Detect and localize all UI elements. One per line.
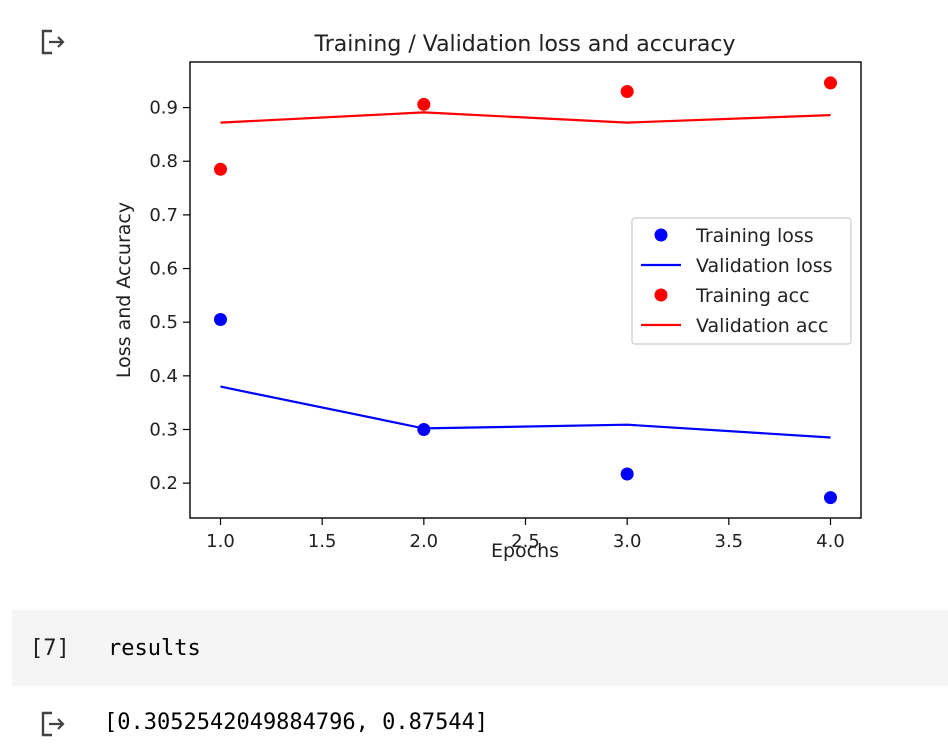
x-tick-label: 2.5 [511,531,540,552]
series-line-validation-loss [220,385,831,439]
point-training-loss-3 [620,467,634,481]
legend-label-training-loss: Training loss [695,225,814,247]
execution-count: [7] [30,636,70,661]
x-tick-label: 3.0 [613,531,642,552]
series-line-validation-acc [220,111,831,124]
point-training-acc-4 [824,76,837,90]
y-tick-label: 0.5 [149,312,178,333]
legend-box [631,217,852,345]
legend-marker-training-loss [654,228,668,242]
legend-marker-training-acc [654,288,668,302]
legend-label-training-acc: Training acc [695,285,810,307]
code-cell[interactable]: [7] results [12,610,948,686]
x-tick-label: 1.0 [206,531,235,552]
legend: Training loss Validation loss Training acc… [631,217,852,345]
code-input[interactable]: results [108,636,201,661]
x-tick-label: 4.0 [816,531,845,552]
x-tick-label: 3.5 [715,531,744,552]
y-tick-label: 0.8 [149,151,178,172]
x-tick-label: 1.5 [308,531,337,552]
point-training-acc-3 [620,85,634,99]
chart-title: Training / Validation loss and accuracy [314,32,736,57]
point-training-acc-2 [417,97,431,111]
y-tick-label: 0.6 [149,259,178,280]
y-tick-label: 0.7 [149,205,178,226]
legend-label-validation-acc: Validation acc [696,315,828,337]
result-output: [0.3052542049884796, 0.87544] [104,710,489,735]
point-training-loss-1 [214,313,227,327]
y-tick-label: 0.3 [149,419,178,440]
point-training-acc-1 [214,162,227,176]
x-tick-label: 2.0 [410,531,439,552]
legend-label-validation-loss: Validation loss [696,255,833,277]
output-arrow-icon [41,711,65,737]
y-tick-label: 0.4 [149,366,178,387]
x-axis-label: Epochs [491,540,559,562]
chart: Training / Validation loss and accuracy … [113,32,862,562]
y-tick-label: 0.9 [149,98,178,119]
output-arrow-icon [41,29,65,55]
y-axis-label: Loss and Accuracy [113,202,135,378]
y-tick-label: 0.2 [149,473,178,494]
point-training-loss-4 [824,491,837,505]
